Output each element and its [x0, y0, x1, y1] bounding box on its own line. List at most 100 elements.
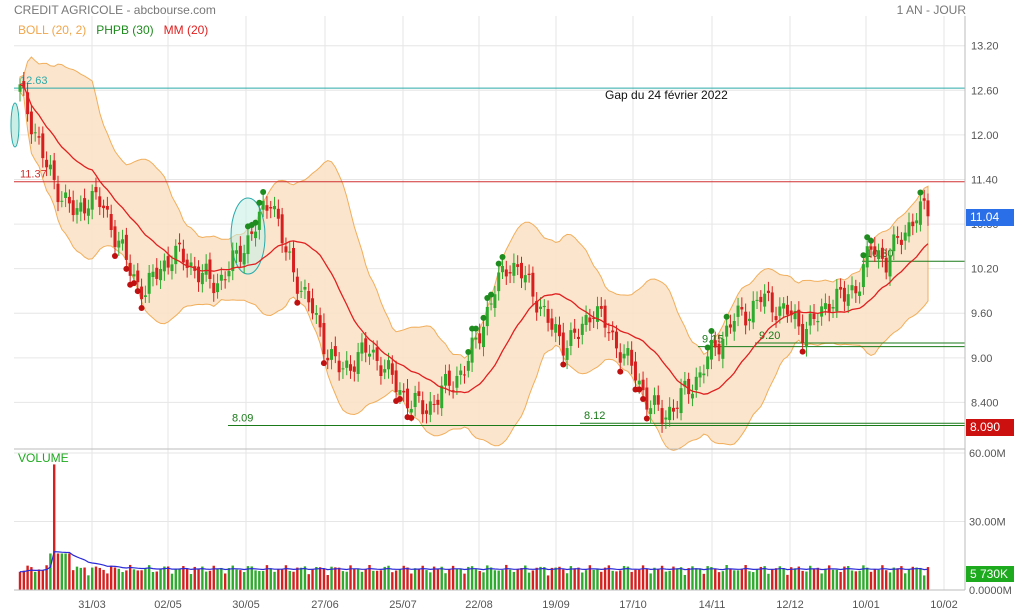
candle-body — [846, 294, 850, 306]
volume-bar — [49, 553, 52, 590]
volume-bar — [847, 566, 850, 590]
candle-body — [675, 407, 679, 409]
candle-body — [599, 306, 603, 309]
volume-bar — [189, 574, 193, 590]
volume-bar — [140, 570, 143, 590]
volume-bar — [478, 571, 481, 590]
volume-bar — [132, 569, 136, 590]
volume-bar — [862, 565, 865, 590]
phpb-dot-high — [708, 327, 715, 334]
volume-bar — [558, 566, 561, 590]
candle-body — [789, 310, 793, 316]
candle-body — [128, 262, 132, 276]
candle-body — [64, 192, 68, 198]
candle-body — [759, 296, 763, 303]
candle-body — [276, 208, 280, 219]
volume-bars — [18, 464, 930, 590]
candle-body — [554, 324, 558, 333]
price-tick-label: 12.00 — [971, 130, 999, 142]
volume-bar — [18, 571, 22, 590]
volume-bar — [337, 567, 341, 590]
candle-body — [485, 306, 489, 327]
candle-body — [797, 309, 801, 327]
volume-bar — [375, 570, 379, 590]
volume-bar — [831, 569, 835, 590]
candle-body — [614, 331, 618, 349]
candle-body — [295, 276, 299, 294]
candle-body — [728, 324, 732, 328]
volume-bar — [425, 570, 428, 590]
phpb-dot-high — [472, 325, 479, 332]
volume-bar — [41, 570, 44, 590]
volume-bar — [413, 568, 417, 590]
volume-bar — [850, 570, 854, 590]
candle-body — [208, 259, 212, 279]
x-tick-label: 14/11 — [699, 599, 726, 611]
candle-body — [740, 306, 744, 310]
bollinger-area — [19, 56, 929, 451]
volume-bar — [748, 571, 751, 590]
volume-bar — [885, 570, 888, 590]
phpb-dot-low — [320, 360, 327, 367]
candle-body — [360, 342, 364, 354]
candle-body — [892, 234, 896, 252]
volume-bar — [109, 565, 113, 590]
candle-body — [390, 363, 394, 375]
candle-body — [151, 271, 155, 278]
candle-body — [504, 269, 508, 277]
candle-body — [512, 262, 516, 276]
candle-body — [242, 253, 246, 265]
candle-body — [466, 360, 470, 371]
volume-bar — [440, 566, 443, 590]
phpb-dot-low — [799, 348, 806, 355]
volume-bar — [873, 569, 877, 590]
volume-bar — [239, 570, 242, 590]
phpb-dot-low — [636, 386, 643, 393]
price-tick-label: 9.00 — [971, 353, 992, 365]
candle-body — [820, 306, 824, 317]
candle-body — [865, 246, 869, 268]
candle-body — [102, 205, 106, 209]
volume-bar — [717, 572, 721, 590]
candle-body — [56, 183, 60, 203]
volume-bar — [444, 573, 447, 590]
volume-bar — [421, 565, 424, 590]
volume-bar — [216, 569, 219, 590]
volume-bar — [926, 567, 930, 590]
volume-bar — [626, 566, 630, 590]
candle-body — [299, 290, 303, 292]
candle-body — [41, 133, 45, 159]
candle-body — [341, 368, 345, 370]
volume-bar — [417, 569, 421, 590]
candle-body — [121, 239, 125, 244]
volume-bar — [858, 570, 861, 590]
x-tick-label: 31/03 — [78, 599, 106, 611]
volume-bar — [353, 568, 356, 590]
gap-ellipse — [10, 102, 20, 148]
candle-body — [778, 306, 782, 316]
candle-body — [918, 201, 922, 225]
phpb-dot-high — [256, 199, 263, 206]
candle-body — [766, 290, 770, 294]
candle-body — [436, 399, 440, 405]
candle-body — [132, 274, 136, 277]
candle-body — [223, 279, 227, 281]
volume-label: VOLUME — [18, 451, 69, 465]
candle-body — [48, 164, 52, 170]
volume-bar — [269, 568, 272, 590]
volume-bar — [223, 573, 227, 590]
volume-bar — [539, 566, 542, 590]
volume-bar — [603, 567, 607, 590]
volume-bar — [702, 573, 706, 590]
legend-mm: MM (20) — [163, 23, 209, 37]
candle-body — [162, 260, 166, 272]
phpb-dot-high — [260, 188, 267, 195]
volume-bar — [581, 572, 584, 590]
volume-bar — [892, 567, 896, 590]
candle-body — [785, 304, 789, 315]
volume-bar — [573, 568, 576, 590]
volume-bar — [816, 567, 820, 590]
volume-bar — [204, 571, 208, 590]
candle-body — [611, 330, 615, 333]
candle-body — [854, 286, 858, 294]
